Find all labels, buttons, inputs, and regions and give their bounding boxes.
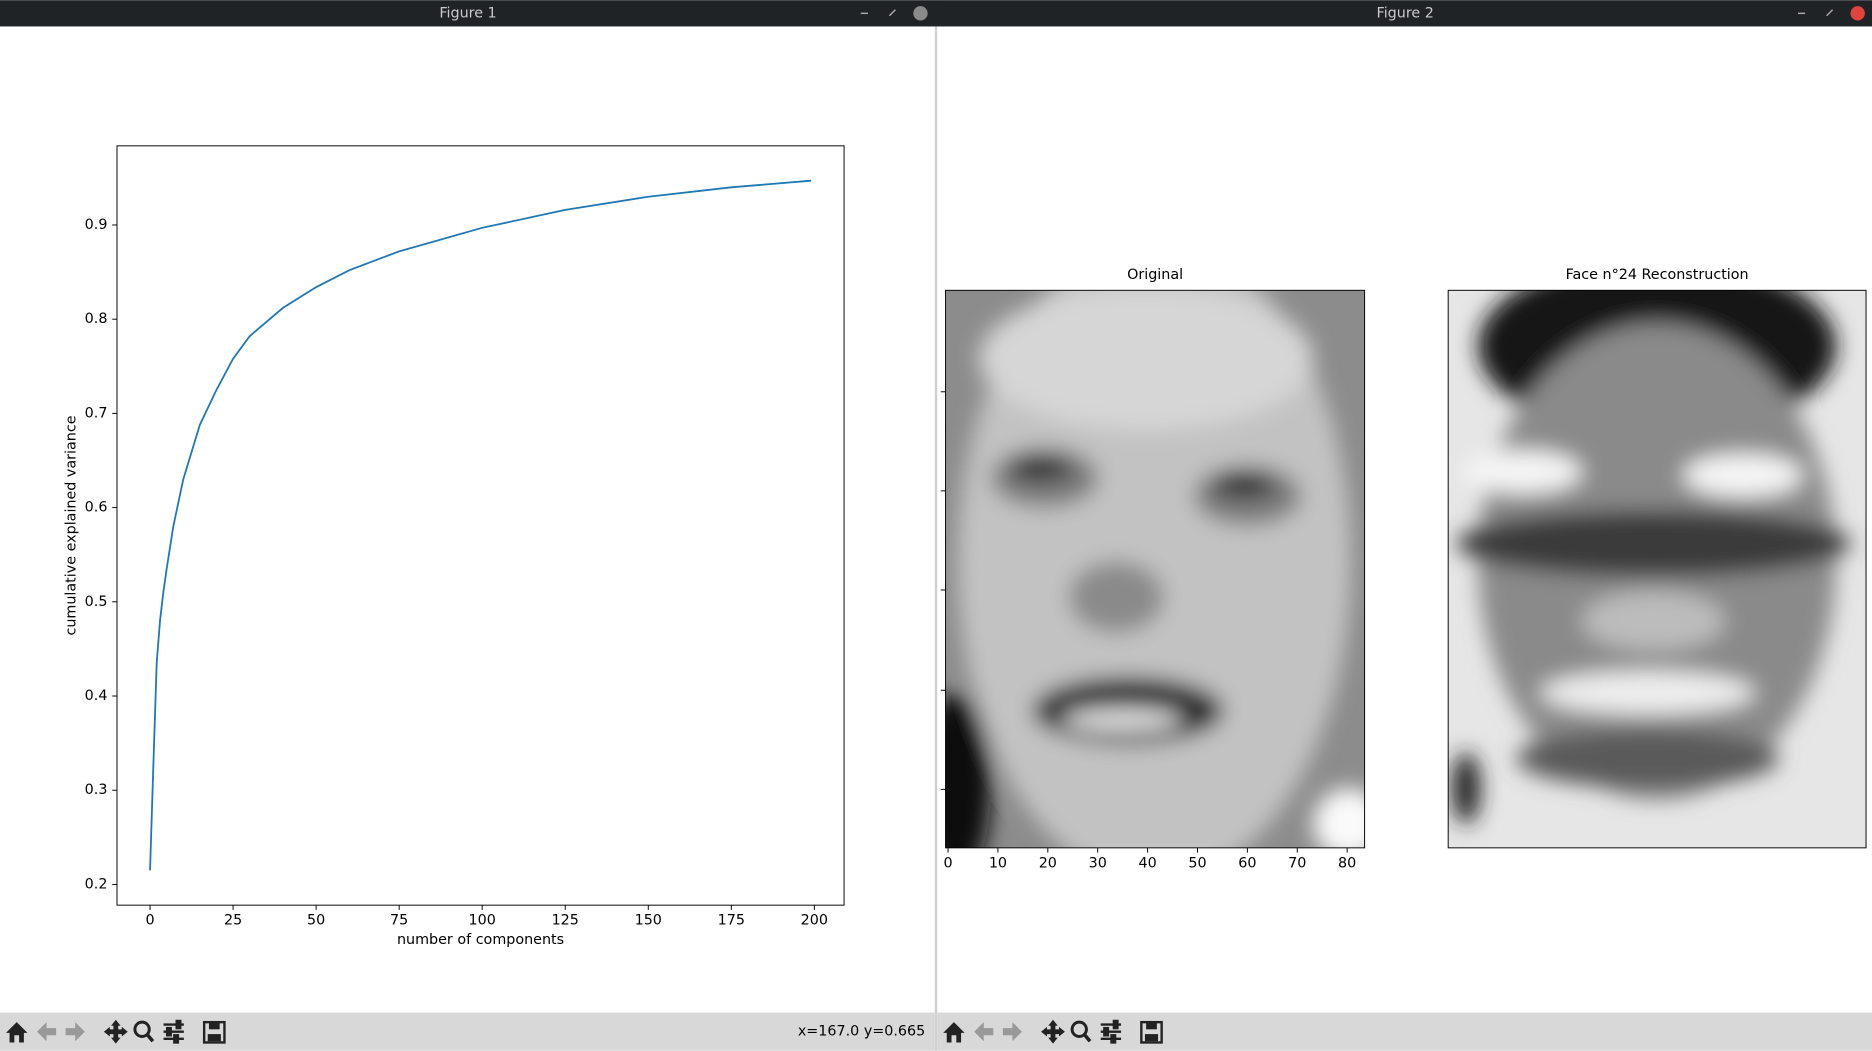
x-tick-label: 20 <box>1039 855 1057 871</box>
image-original <box>945 290 1365 848</box>
y-tick-label: 0.6 <box>85 500 108 516</box>
y-axis-label: cumulative explained variance <box>64 415 80 635</box>
window-title: Figure 1 <box>439 5 496 21</box>
forward-button[interactable] <box>65 1022 85 1042</box>
window-title: Figure 2 <box>1377 5 1434 21</box>
home-button[interactable] <box>5 1022 28 1043</box>
axes-title: Original <box>1127 267 1183 283</box>
window-controls <box>860 6 1865 21</box>
x-tick-label: 0 <box>943 855 952 871</box>
close[interactable] <box>913 6 928 21</box>
restore[interactable] <box>1826 9 1834 17</box>
x-tick-label: 10 <box>989 855 1007 871</box>
y-tick-label: 0.5 <box>85 594 108 610</box>
x-tick-label: 50 <box>307 913 325 929</box>
save-button[interactable] <box>202 1020 226 1044</box>
x-tick-label: 70 <box>1288 855 1306 871</box>
status-text: x=167.0 y=0.665 <box>798 1024 925 1040</box>
y-tick-label: 0.4 <box>85 688 108 704</box>
x-tick-label: 50 <box>1188 855 1206 871</box>
axes-frame <box>945 289 1366 849</box>
x-tick-label: 175 <box>718 913 745 929</box>
x-axis-label: number of components <box>397 932 564 948</box>
toolbar <box>0 1012 935 1051</box>
configure-button[interactable] <box>163 1019 184 1044</box>
back-button[interactable] <box>37 1022 57 1042</box>
x-tick-label: 40 <box>1138 855 1156 871</box>
window <box>0 0 935 1051</box>
window-border <box>934 0 938 1051</box>
zoom-button[interactable] <box>133 1020 155 1043</box>
y-tick-label: 0.7 <box>85 405 108 421</box>
x-tick-label: 200 <box>801 913 828 929</box>
x-tick-label: 60 <box>1238 855 1256 871</box>
axes-frame <box>1447 289 1867 849</box>
y-tick-label: 0.3 <box>85 782 108 798</box>
y-tick-label: 0.9 <box>85 217 108 233</box>
x-tick-label: 100 <box>469 913 496 929</box>
x-tick-label: 0 <box>145 913 154 929</box>
x-tick-label: 25 <box>224 913 242 929</box>
axes-frame <box>116 145 845 906</box>
x-tick-label: 80 <box>1338 855 1356 871</box>
toolbar <box>937 1012 1872 1051</box>
x-tick-label: 150 <box>635 913 662 929</box>
line <box>149 179 812 871</box>
axes-title: Face n°24 Reconstruction <box>1566 267 1749 283</box>
y-tick-label: 0.8 <box>85 311 108 327</box>
x-tick-label: 30 <box>1089 855 1107 871</box>
y-tick-label: 0.2 <box>85 876 108 892</box>
x-tick-label: 75 <box>390 913 408 929</box>
image-y-ticks <box>940 391 946 790</box>
close[interactable] <box>1850 6 1865 21</box>
title-bar <box>0 0 1872 27</box>
image-reconstruction <box>1448 290 1867 848</box>
x-tick-label: 125 <box>552 913 579 929</box>
restore[interactable] <box>888 9 896 17</box>
pan-button[interactable] <box>103 1019 128 1044</box>
toolbar-buttons <box>5 1019 226 1044</box>
